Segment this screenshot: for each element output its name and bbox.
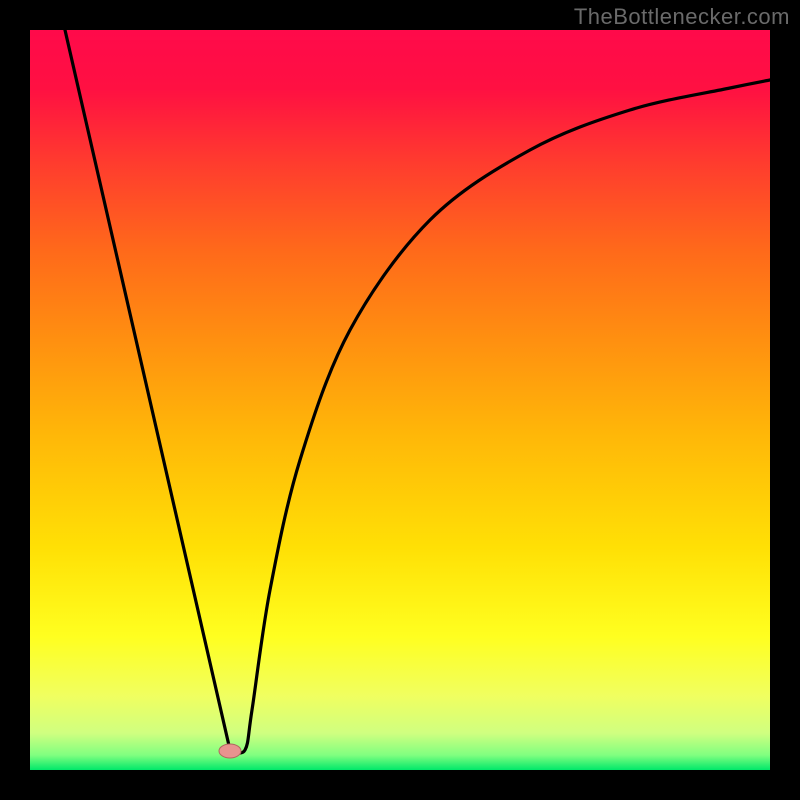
chart-container: TheBottlenecker.com — [0, 0, 800, 800]
gradient-background — [30, 30, 770, 770]
minimum-marker — [219, 744, 241, 758]
plot-area — [30, 30, 770, 770]
chart-svg — [30, 30, 770, 770]
attribution-text: TheBottlenecker.com — [574, 4, 790, 30]
